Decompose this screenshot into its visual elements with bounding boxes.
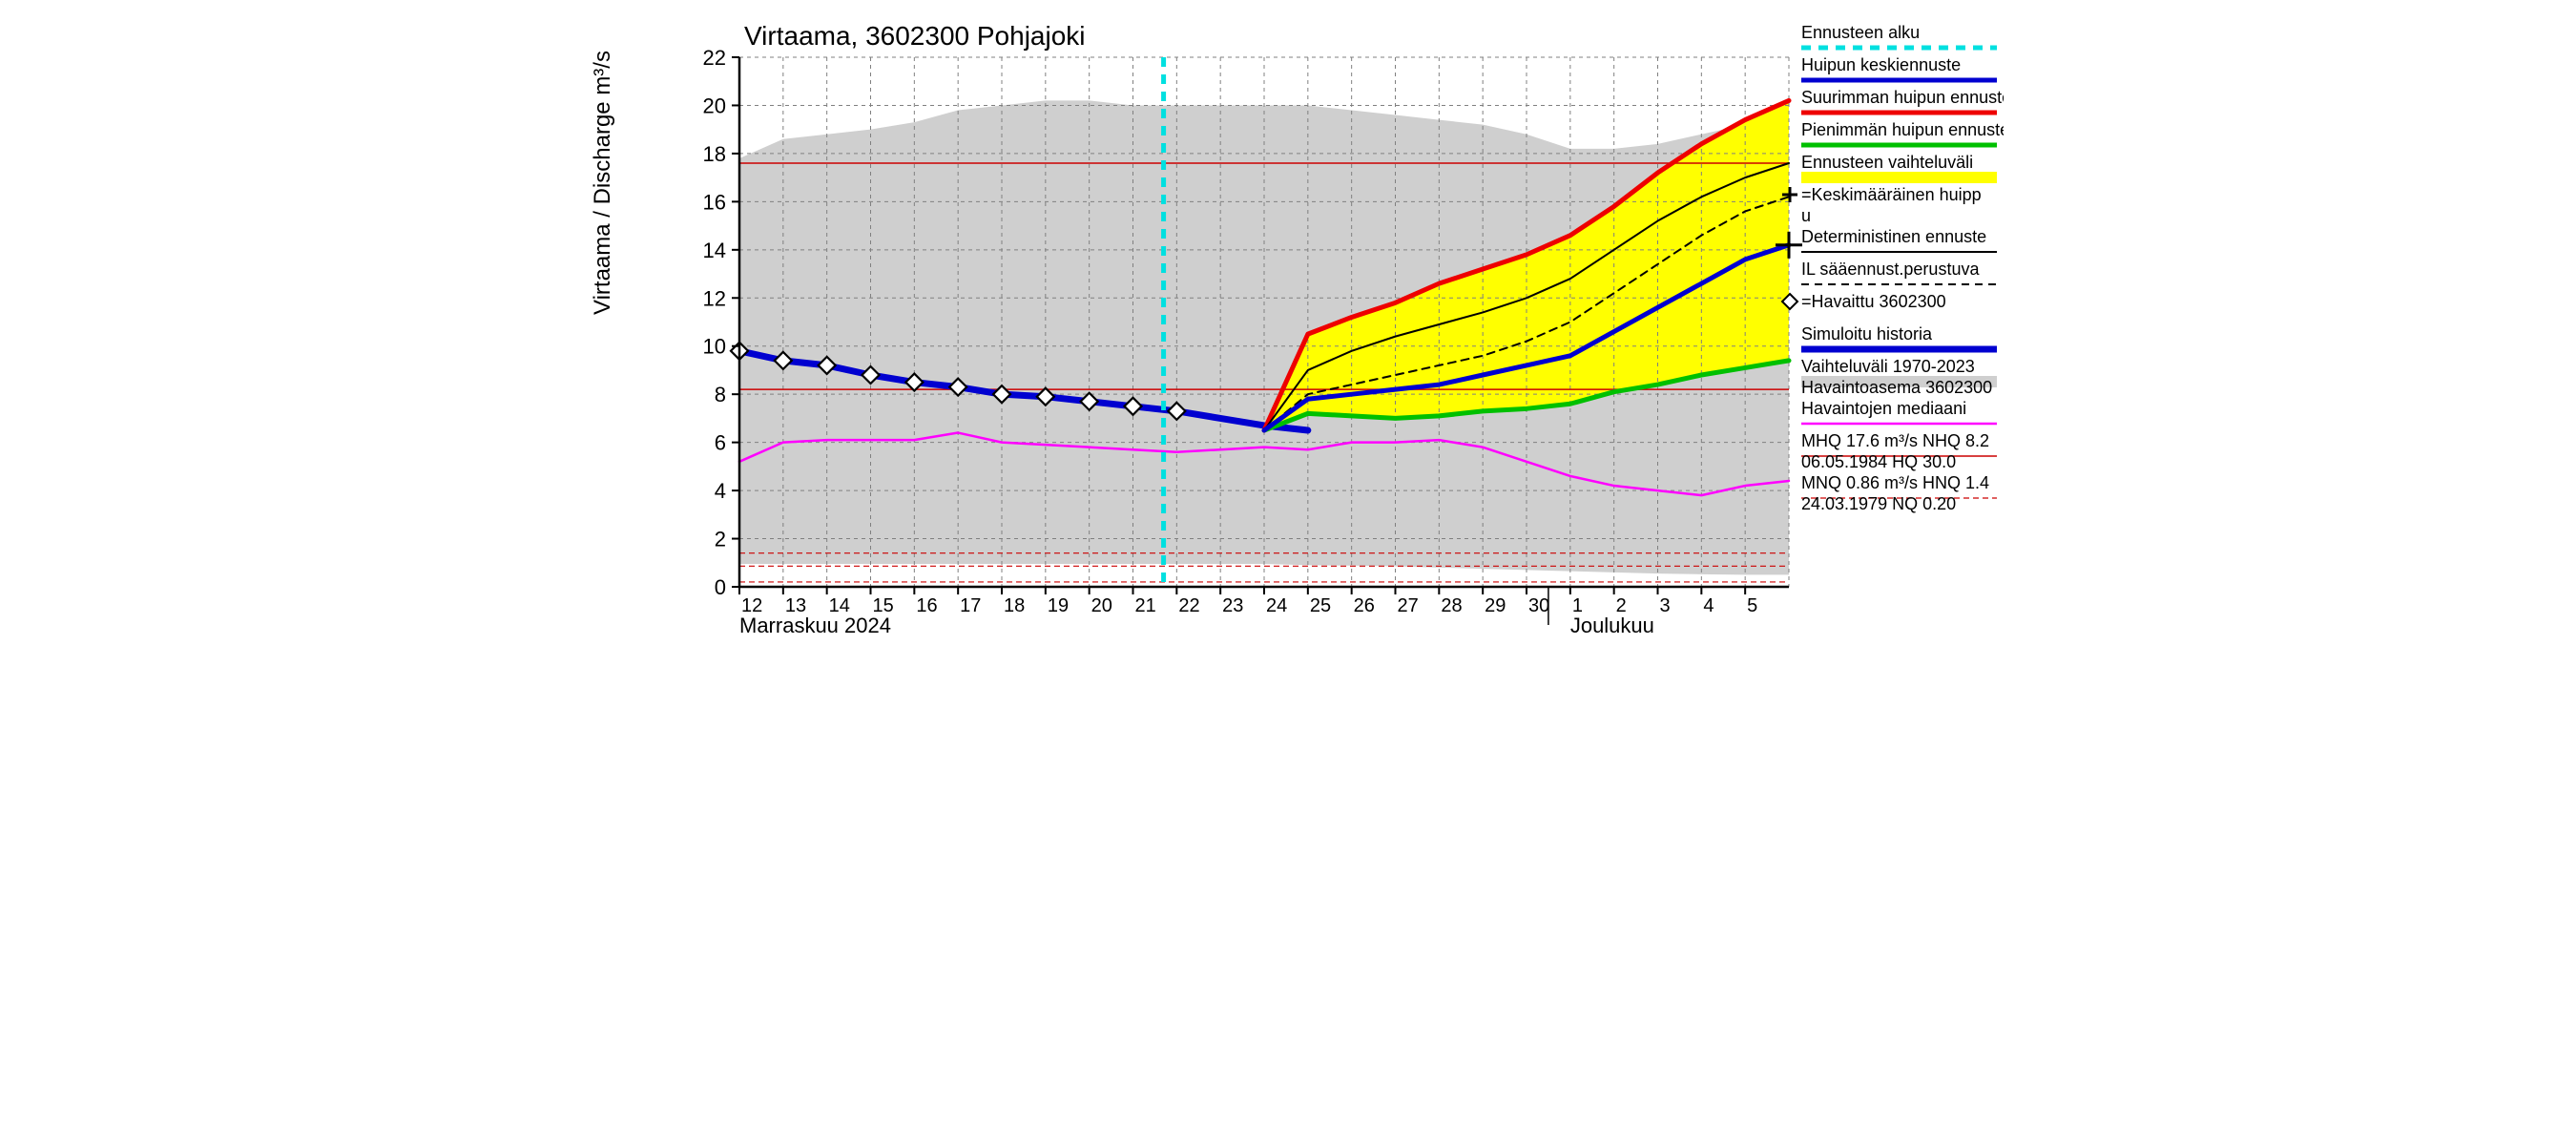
svg-text:3: 3	[1660, 595, 1671, 616]
svg-text:26: 26	[1354, 595, 1375, 616]
svg-text:17: 17	[960, 595, 981, 616]
y-axis-label: Virtaama / Discharge m³/s	[590, 51, 616, 315]
svg-text:14: 14	[703, 239, 726, 262]
svg-text:24: 24	[1266, 595, 1287, 616]
svg-text:Vaihteluväli 1970-2023: Vaihteluväli 1970-2023	[1801, 357, 1975, 376]
svg-text:8: 8	[715, 383, 726, 406]
discharge-forecast-chart: Virtaama / Discharge m³/s Virtaama, 3602…	[572, 0, 2004, 636]
svg-text:Ennusteen alku: Ennusteen alku	[1801, 23, 1920, 42]
svg-text:Joulukuu: Joulukuu	[1570, 614, 1654, 636]
svg-text:6: 6	[715, 431, 726, 455]
svg-text:24.03.1979 NQ 0.20: 24.03.1979 NQ 0.20	[1801, 494, 1956, 513]
svg-text:=Havaittu 3602300: =Havaittu 3602300	[1801, 292, 1946, 311]
svg-text:18: 18	[703, 142, 726, 166]
svg-text:Havaintojen mediaani: Havaintojen mediaani	[1801, 399, 1966, 418]
svg-text:5: 5	[1747, 595, 1757, 616]
svg-text:06.05.1984 HQ 30.0: 06.05.1984 HQ 30.0	[1801, 452, 1956, 471]
svg-text:16: 16	[703, 190, 726, 214]
svg-text:20: 20	[1091, 595, 1112, 616]
svg-text:28: 28	[1441, 595, 1462, 616]
svg-text:4: 4	[1703, 595, 1714, 616]
svg-text:Huipun keskiennuste: Huipun keskiennuste	[1801, 55, 1961, 74]
svg-text:30: 30	[1528, 595, 1549, 616]
svg-text:27: 27	[1398, 595, 1419, 616]
svg-text:December: December	[1570, 635, 1667, 636]
svg-text:November: November	[739, 635, 836, 636]
svg-text:21: 21	[1135, 595, 1156, 616]
svg-text:23: 23	[1222, 595, 1243, 616]
svg-text:2: 2	[715, 528, 726, 552]
svg-text:4: 4	[715, 479, 726, 503]
svg-text:Ennusteen vaihteluväli: Ennusteen vaihteluväli	[1801, 153, 1973, 172]
chart-title: Virtaama, 3602300 Pohjajoki	[744, 21, 1086, 52]
svg-text:0: 0	[715, 575, 726, 599]
svg-text:Havaintoasema 3602300: Havaintoasema 3602300	[1801, 378, 1992, 397]
svg-text:10: 10	[703, 335, 726, 359]
svg-text:Simuloitu historia: Simuloitu historia	[1801, 324, 1933, 344]
svg-text:MNQ 0.86 m³/s HNQ 1.4: MNQ 0.86 m³/s HNQ 1.4	[1801, 473, 1989, 492]
svg-text:Suurimman huipun ennuste: Suurimman huipun ennuste	[1801, 88, 2004, 107]
svg-text:Marraskuu 2024: Marraskuu 2024	[739, 614, 891, 636]
svg-text:u: u	[1801, 206, 1811, 225]
svg-text:MHQ 17.6 m³/s NHQ 8.2: MHQ 17.6 m³/s NHQ 8.2	[1801, 431, 1989, 450]
svg-text:20: 20	[703, 94, 726, 117]
chart-svg: 0246810121416182022121314151617181920212…	[572, 0, 2004, 636]
svg-text:19: 19	[1048, 595, 1069, 616]
svg-text:=Keskimääräinen huipp: =Keskimääräinen huipp	[1801, 185, 1982, 204]
svg-text:29: 29	[1485, 595, 1506, 616]
svg-text:18: 18	[1004, 595, 1025, 616]
svg-text:IL sääennust.perustuva: IL sääennust.perustuva	[1801, 260, 1980, 279]
svg-text:Deterministinen ennuste: Deterministinen ennuste	[1801, 227, 1986, 246]
svg-text:16: 16	[916, 595, 937, 616]
svg-text:25: 25	[1310, 595, 1331, 616]
svg-text:Pienimmän huipun ennuste: Pienimmän huipun ennuste	[1801, 120, 2004, 139]
svg-text:22: 22	[1178, 595, 1199, 616]
svg-text:12: 12	[703, 286, 726, 310]
svg-text:22: 22	[703, 46, 726, 70]
